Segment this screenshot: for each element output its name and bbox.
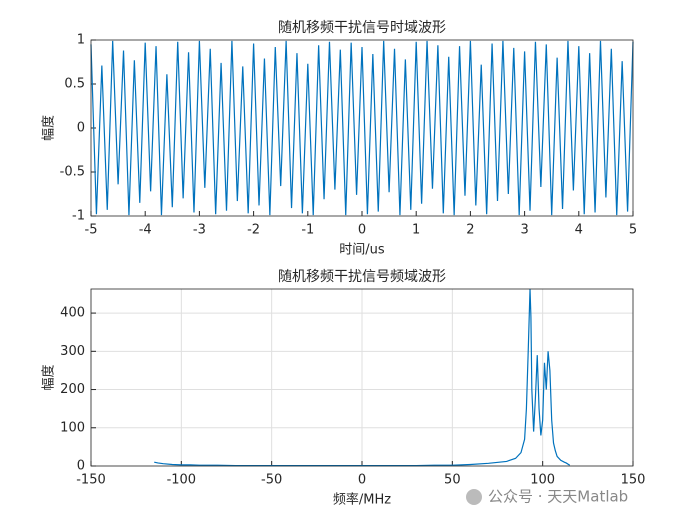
y-tick-label: 0 bbox=[77, 121, 85, 136]
y-axis-label: 幅度 bbox=[41, 115, 57, 141]
y-tick-label: 400 bbox=[60, 306, 85, 321]
x-tick-label: -50 bbox=[261, 473, 282, 488]
chart-title: 随机移频干扰信号频域波形 bbox=[278, 269, 446, 285]
x-tick-label: 3 bbox=[520, 223, 528, 238]
y-tick-label: 0 bbox=[77, 459, 85, 474]
x-tick-label: 4 bbox=[575, 223, 583, 238]
x-tick-label: -1 bbox=[301, 223, 314, 238]
x-tick-label: -100 bbox=[167, 473, 197, 488]
y-tick-label: 1 bbox=[77, 33, 85, 48]
x-tick-label: 0 bbox=[358, 223, 366, 238]
x-tick-label: -3 bbox=[193, 223, 206, 238]
x-axis-label: 时间/us bbox=[339, 243, 385, 258]
x-tick-label: -4 bbox=[139, 223, 152, 238]
x-tick-label: -2 bbox=[247, 223, 260, 238]
x-tick-label: -5 bbox=[85, 223, 98, 238]
y-tick-label: 200 bbox=[60, 382, 85, 397]
x-tick-label: 2 bbox=[466, 223, 474, 238]
y-tick-label: 0.5 bbox=[64, 77, 85, 92]
x-tick-label: 0 bbox=[358, 473, 366, 488]
axes-box bbox=[90, 288, 634, 467]
y-tick-label: 100 bbox=[60, 420, 85, 435]
y-tick-label: 300 bbox=[60, 344, 85, 359]
x-tick-label: 5 bbox=[629, 223, 637, 238]
watermark-icon bbox=[466, 489, 482, 505]
x-axis-label: 频率/MHz bbox=[333, 492, 391, 508]
axes-box bbox=[90, 39, 634, 217]
signal-line bbox=[90, 40, 634, 216]
chart-title: 随机移频干扰信号时域波形 bbox=[278, 20, 446, 36]
watermark: 公众号 · 天天Matlab bbox=[488, 488, 628, 506]
x-tick-label: 150 bbox=[621, 473, 646, 488]
x-tick-label: -150 bbox=[76, 473, 106, 488]
x-tick-label: 100 bbox=[530, 473, 555, 488]
y-tick-label: -0.5 bbox=[60, 165, 85, 180]
x-tick-label: 1 bbox=[412, 223, 420, 238]
x-tick-label: 50 bbox=[444, 473, 461, 488]
y-axis-label: 幅度 bbox=[41, 364, 57, 390]
y-tick-label: -1 bbox=[72, 209, 85, 224]
